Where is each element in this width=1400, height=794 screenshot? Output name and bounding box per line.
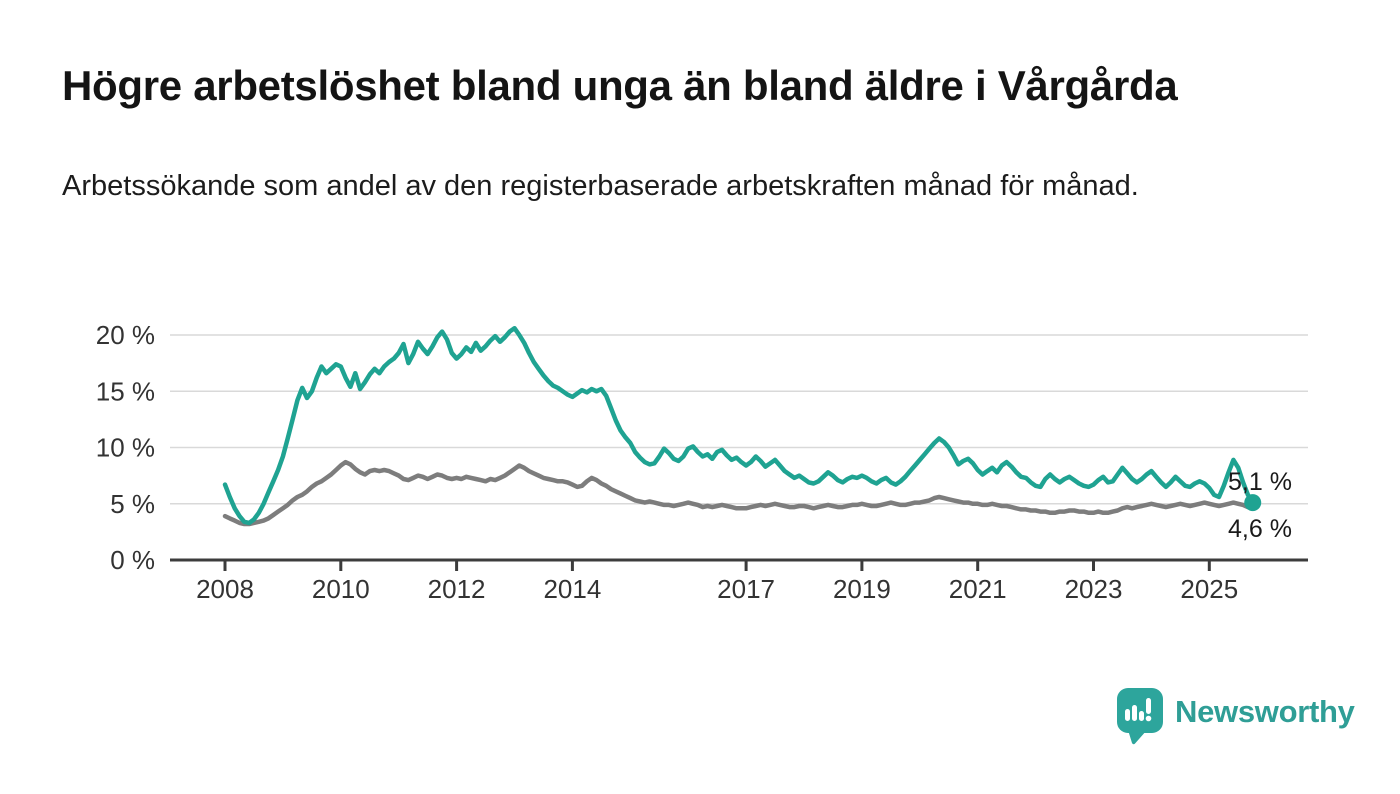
x-tick-label: 2019 bbox=[833, 574, 891, 604]
y-tick-label: 0 % bbox=[110, 545, 155, 575]
y-tick-label: 5 % bbox=[110, 489, 155, 519]
newsworthy-wordmark: Newsworthy bbox=[1175, 694, 1355, 729]
x-tick-label: 2012 bbox=[428, 574, 486, 604]
page-title: Högre arbetslöshet bland unga än bland ä… bbox=[62, 62, 1178, 109]
y-tick-label: 15 % bbox=[96, 376, 155, 406]
x-tick-label: 2017 bbox=[717, 574, 775, 604]
x-axis: 2008 2010 2012 2014 2017 2019 2021 2023 2025 bbox=[170, 558, 1308, 604]
x-tick-label: 2023 bbox=[1065, 574, 1123, 604]
y-tick-label: 20 % bbox=[96, 320, 155, 350]
line-total-arbetsl-shet bbox=[222, 459, 1255, 527]
annotations: 18-24-åringar Total arbetslöshet 5,1 % 4… bbox=[1228, 468, 1292, 543]
x-tick-label: 2010 bbox=[312, 574, 370, 604]
line-18-24-ringar bbox=[222, 325, 1255, 526]
x-tick-label: 2021 bbox=[949, 574, 1007, 604]
end-point-dot bbox=[1244, 494, 1262, 512]
gridlines bbox=[170, 334, 1308, 505]
series-lines bbox=[222, 325, 1262, 527]
end-value-label-young: 5,1 % bbox=[1228, 468, 1292, 496]
x-tick-label: 2008 bbox=[196, 574, 254, 604]
page-subtitle: Arbetssökande som andel av den registerb… bbox=[62, 170, 1139, 202]
x-tick-label: 2025 bbox=[1180, 574, 1238, 604]
end-value-label-total: 4,6 % bbox=[1228, 515, 1292, 543]
newsworthy-logo-icon bbox=[1117, 688, 1163, 745]
branding: Newsworthy bbox=[1116, 687, 1355, 745]
y-axis-labels: 0 % 5 % 10 % 15 % 20 % bbox=[96, 320, 155, 575]
y-tick-label: 10 % bbox=[96, 433, 155, 463]
unemployment-line-chart: 0 %5 %10 %15 %20 % 2008 2010 2012 2014 2017 2… bbox=[96, 320, 1308, 604]
x-tick-label: 2014 bbox=[543, 574, 601, 604]
